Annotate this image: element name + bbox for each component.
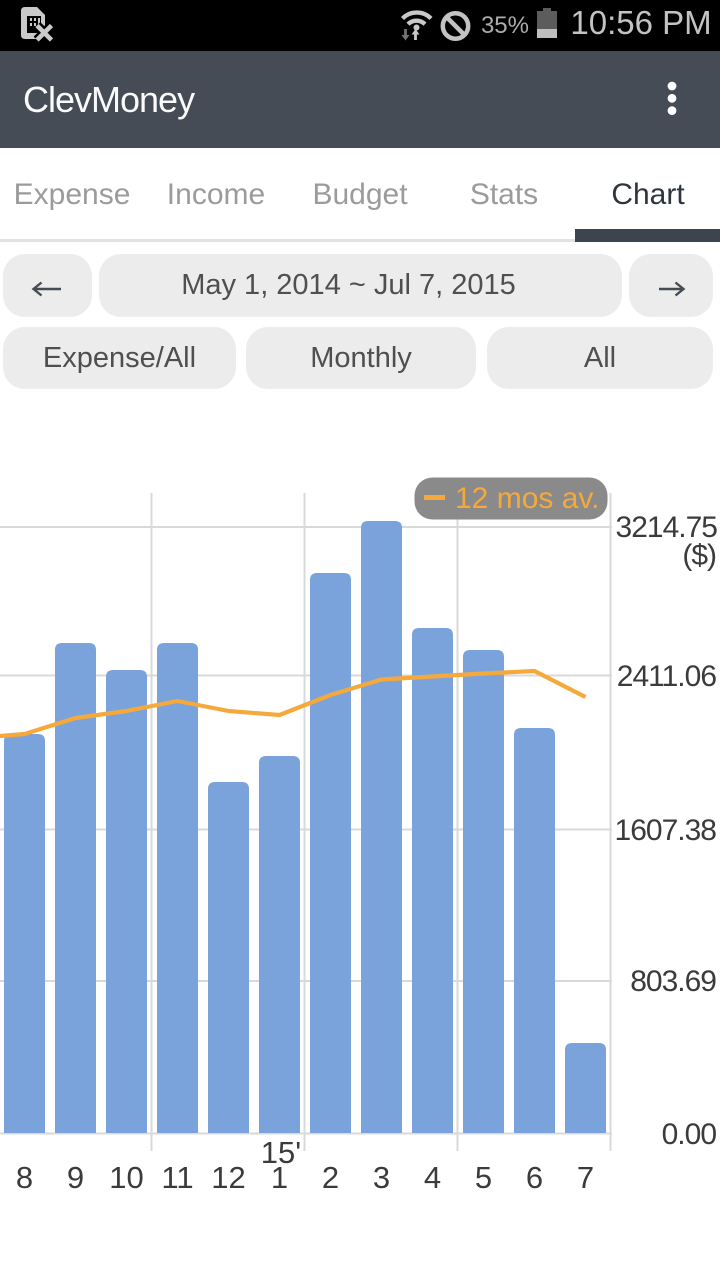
svg-text:2: 2 xyxy=(322,1160,339,1195)
svg-text:1607.38: 1607.38 xyxy=(615,814,717,847)
svg-text:12 mos av.: 12 mos av. xyxy=(455,482,600,515)
svg-text:10:56 PM: 10:56 PM xyxy=(570,4,711,41)
svg-text:11: 11 xyxy=(161,1160,193,1195)
svg-text:8: 8 xyxy=(16,1160,33,1195)
svg-text:15': 15' xyxy=(261,1135,301,1170)
svg-text:7: 7 xyxy=(577,1160,594,1195)
svg-text:6: 6 xyxy=(526,1160,543,1195)
svg-text:($): ($) xyxy=(682,539,716,572)
svg-text:803.69: 803.69 xyxy=(630,965,716,998)
svg-text:12: 12 xyxy=(211,1160,245,1195)
svg-text:9: 9 xyxy=(67,1160,84,1195)
svg-text:1: 1 xyxy=(271,1160,288,1195)
svg-text:5: 5 xyxy=(475,1160,492,1195)
svg-text:3214.75: 3214.75 xyxy=(616,511,718,544)
svg-text:4: 4 xyxy=(424,1160,441,1195)
svg-text:10: 10 xyxy=(109,1160,143,1195)
svg-text:0.00: 0.00 xyxy=(662,1118,717,1151)
svg-text:3: 3 xyxy=(373,1160,390,1195)
svg-text:2411.06: 2411.06 xyxy=(617,660,717,693)
svg-text:35%: 35% xyxy=(481,12,529,39)
